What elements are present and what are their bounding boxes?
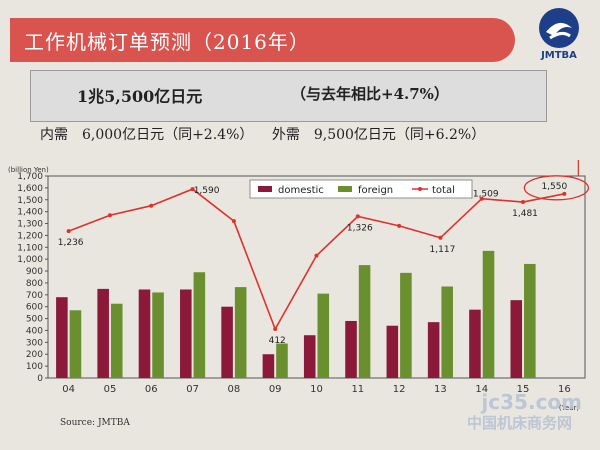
watermark-label: 中国机床商务网 <box>467 412 572 433</box>
bar-foreign <box>318 294 330 378</box>
bar-foreign <box>235 287 247 378</box>
point-total <box>67 229 71 233</box>
data-label-total: 1,481 <box>512 209 538 219</box>
y-tick-label: 1,600 <box>17 184 43 194</box>
plot-frame <box>48 176 585 378</box>
bar-domestic <box>263 354 275 378</box>
bar-foreign <box>483 251 495 378</box>
bar-domestic <box>510 300 522 378</box>
total-forecast: 1兆5,500亿日元 <box>77 83 202 107</box>
data-label-total: 412 <box>269 336 286 346</box>
x-tick-label: 12 <box>393 384 406 395</box>
source-note: Source: JMTBA <box>60 418 130 428</box>
x-tick-label: 04 <box>62 384 75 395</box>
x-tick-label: 05 <box>104 384 117 395</box>
bar-domestic <box>428 322 440 378</box>
bar-domestic <box>180 289 192 378</box>
y-tick-label: 1,700 <box>17 172 43 182</box>
bar-foreign <box>152 292 164 378</box>
bar-domestic <box>304 335 316 378</box>
x-tick-label: 13 <box>434 384 447 395</box>
bar-domestic <box>387 326 399 378</box>
point-total <box>521 200 525 204</box>
y-tick-label: 700 <box>26 291 43 301</box>
bar-domestic <box>56 297 68 378</box>
orders-chart: (billion Yen)010020030040050060070080090… <box>0 160 600 420</box>
data-label-total: 1,509 <box>473 190 499 200</box>
bar-foreign <box>441 287 453 378</box>
y-tick-label: 1,300 <box>17 220 43 230</box>
logo-text: JMTBA <box>526 50 592 61</box>
bar-domestic <box>345 321 357 378</box>
x-tick-label: 07 <box>186 384 199 395</box>
bar-foreign <box>70 310 82 378</box>
data-label-total: 1,550 <box>541 182 567 192</box>
bar-domestic <box>97 289 109 378</box>
x-tick-label: 06 <box>145 384 158 395</box>
title-banner: 工作机械订单预测（2016年） <box>10 18 515 62</box>
foreign-forecast: 外需 9,500亿日元（同+6.2%） <box>272 127 485 143</box>
point-total <box>356 214 360 218</box>
legend-swatch-foreign <box>338 186 352 192</box>
bar-foreign <box>194 272 206 378</box>
jmtba-logo-icon <box>526 6 592 50</box>
total-forecast-change: （与去年相比+4.7%） <box>291 83 449 104</box>
y-tick-label: 1,500 <box>17 196 43 206</box>
bar-foreign <box>359 265 371 378</box>
y-tick-label: 100 <box>26 362 43 372</box>
x-tick-label: 08 <box>228 384 241 395</box>
bar-domestic <box>221 307 233 378</box>
y-tick-label: 500 <box>26 315 43 325</box>
legend-label-domestic: domestic <box>278 185 324 196</box>
y-tick-label: 600 <box>26 303 43 313</box>
page-title: 工作机械订单预测（2016年） <box>24 26 310 55</box>
data-label-total: 1,326 <box>347 223 373 233</box>
x-tick-label: 09 <box>269 384 282 395</box>
point-total <box>273 327 277 331</box>
y-tick-label: 200 <box>26 350 43 360</box>
point-total <box>149 204 153 208</box>
y-tick-label: 0 <box>37 374 43 384</box>
jmtba-logo: JMTBA <box>526 6 592 66</box>
watermark-domain: jc35.com <box>481 390 582 414</box>
data-label-total: 1,236 <box>58 238 84 248</box>
bar-foreign <box>111 304 123 378</box>
point-total <box>108 213 112 217</box>
point-total <box>397 224 401 228</box>
point-total <box>315 254 319 258</box>
bar-foreign <box>524 264 536 378</box>
bar-foreign <box>276 344 288 378</box>
y-tick-label: 800 <box>26 279 43 289</box>
legend-label-total: total <box>432 185 455 196</box>
y-tick-label: 1,000 <box>17 255 43 265</box>
y-tick-label: 300 <box>26 338 43 348</box>
bar-domestic <box>469 310 481 378</box>
data-label-total: 1,590 <box>194 186 220 196</box>
point-total <box>438 236 442 240</box>
y-tick-label: 900 <box>26 267 43 277</box>
legend-label-foreign: foreign <box>358 185 393 196</box>
y-tick-label: 1,400 <box>17 208 43 218</box>
bar-domestic <box>139 289 151 378</box>
y-tick-label: 1,200 <box>17 231 43 241</box>
bar-foreign <box>400 273 412 378</box>
point-total <box>232 219 236 223</box>
legend-swatch-domestic <box>258 186 272 192</box>
domestic-forecast: 内需 6,000亿日元（同+2.4%） <box>40 127 253 143</box>
x-tick-label: 10 <box>310 384 323 395</box>
x-tick-label: 11 <box>351 384 364 395</box>
data-label-total: 1,117 <box>430 245 456 255</box>
point-total <box>562 192 566 196</box>
legend-marker-total <box>418 187 422 191</box>
summary-box: 1兆5,500亿日元 （与去年相比+4.7%） <box>30 70 547 122</box>
y-tick-label: 1,100 <box>17 243 43 253</box>
y-tick-label: 400 <box>26 326 43 336</box>
forecast-breakdown: 内需 6,000亿日元（同+2.4%） 外需 9,500亿日元（同+6.2%） <box>40 124 499 144</box>
